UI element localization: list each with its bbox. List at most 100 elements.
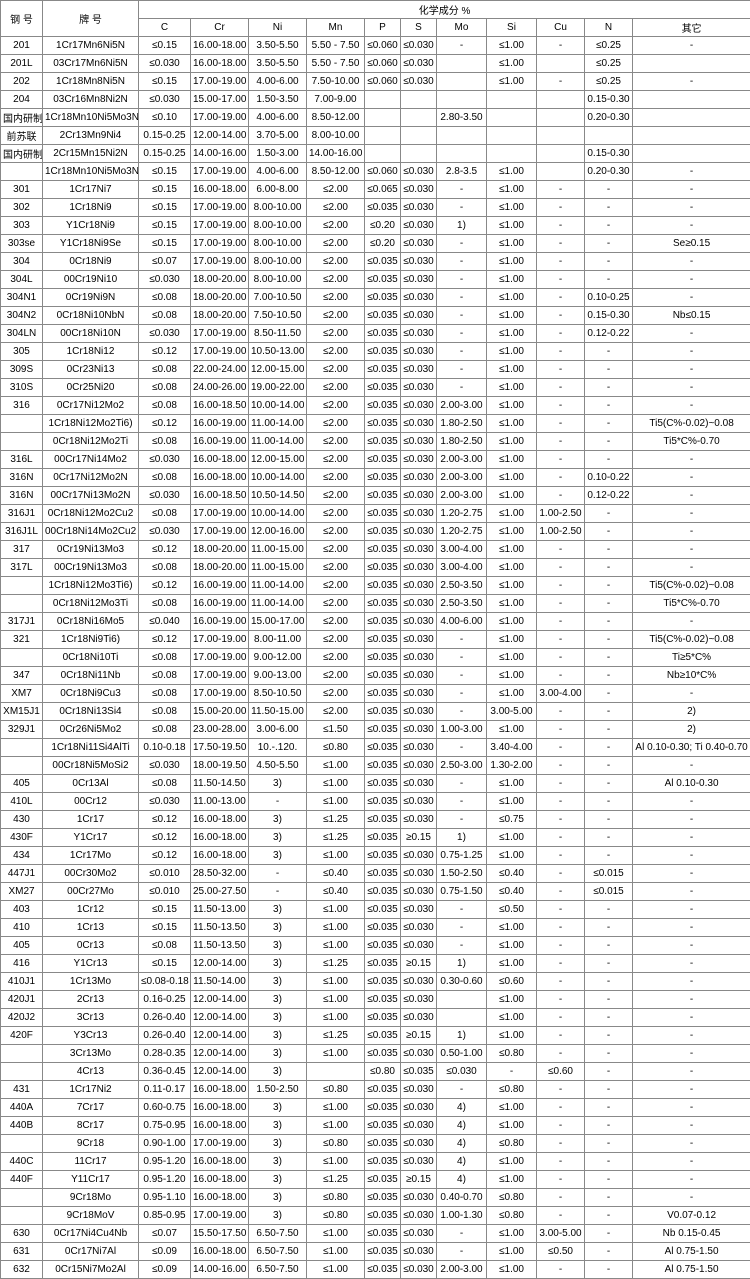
cell: 16.00-18.50 xyxy=(191,487,249,505)
cell: ≤1.00 xyxy=(487,361,537,379)
cell: ≤0.030 xyxy=(401,343,437,361)
cell: ≤0.030 xyxy=(401,883,437,901)
cell: - xyxy=(437,793,487,811)
cell: - xyxy=(585,1009,633,1027)
cell: 00Cr12 xyxy=(43,793,139,811)
cell: ≤0.15 xyxy=(139,235,191,253)
cell: 16.00-18.00 xyxy=(191,1171,249,1189)
cell: - xyxy=(537,757,585,775)
cell: ≤0.07 xyxy=(139,1225,191,1243)
cell: - xyxy=(585,235,633,253)
cell: 3) xyxy=(249,1207,307,1225)
cell: 17.00-19.00 xyxy=(191,253,249,271)
cell: 0.20-0.30 xyxy=(585,163,633,181)
cell: 6.50-7.50 xyxy=(249,1225,307,1243)
cell: - xyxy=(585,217,633,235)
cell: ≤0.08 xyxy=(139,937,191,955)
cell: 632 xyxy=(1,1261,43,1279)
cell: ≤0.80 xyxy=(307,1207,365,1225)
cell: 7.50-10.00 xyxy=(307,73,365,91)
cell xyxy=(537,109,585,127)
cell: ≤0.50 xyxy=(537,1243,585,1261)
cell xyxy=(1,739,43,757)
table-row: 4301Cr17≤0.1216.00-18.003)≤1.25≤0.035≤0.… xyxy=(1,811,750,829)
cell: 10.00-14.00 xyxy=(249,397,307,415)
cell: - xyxy=(585,775,633,793)
cell: ≤0.030 xyxy=(401,505,437,523)
cell: ≤0.035 xyxy=(365,721,401,739)
cell: 3) xyxy=(249,937,307,955)
cell xyxy=(437,91,487,109)
cell: ≤0.80 xyxy=(307,739,365,757)
cell: 18.00-20.00 xyxy=(191,541,249,559)
cell: 17.00-19.00 xyxy=(191,685,249,703)
cell: - xyxy=(633,361,750,379)
cell: - xyxy=(537,361,585,379)
cell: - xyxy=(633,883,750,901)
cell: 03Cr17Mn6Ni5N xyxy=(43,55,139,73)
cell: 420F xyxy=(1,1027,43,1045)
cell: ≤0.08 xyxy=(139,649,191,667)
cell: ≤0.035 xyxy=(365,577,401,595)
cell: 303se xyxy=(1,235,43,253)
cell: - xyxy=(437,775,487,793)
table-row: 3170Cr19Ni13Mo3≤0.1218.00-20.0011.00-15.… xyxy=(1,541,750,559)
cell: Nb≤0.15 xyxy=(633,307,750,325)
cell: ≤0.035 xyxy=(365,955,401,973)
cell: ≤1.00 xyxy=(487,199,537,217)
cell: ≤1.00 xyxy=(487,685,537,703)
cell: 18.00-20.00 xyxy=(191,271,249,289)
cell: ≤0.030 xyxy=(401,433,437,451)
cell: ≤1.00 xyxy=(307,775,365,793)
cell: 304N2 xyxy=(1,307,43,325)
cell: - xyxy=(585,1189,633,1207)
cell xyxy=(537,163,585,181)
cell: 3) xyxy=(249,919,307,937)
cell: ≤0.035 xyxy=(365,865,401,883)
table-row: 420J23Cr130.26-0.4012.00-14.003)≤1.00≤0.… xyxy=(1,1009,750,1027)
cell: ≤2.00 xyxy=(307,505,365,523)
cell: ≤2.00 xyxy=(307,361,365,379)
cell: ≤0.035 xyxy=(365,811,401,829)
cell: 1.20-2.75 xyxy=(437,523,487,541)
cell: 0.30-0.60 xyxy=(437,973,487,991)
cell: - xyxy=(437,271,487,289)
cell: ≤0.035 xyxy=(401,1063,437,1081)
cell: ≤2.00 xyxy=(307,487,365,505)
cell: ≤0.060 xyxy=(365,73,401,91)
cell: 1.80-2.50 xyxy=(437,433,487,451)
cell: ≤0.08 xyxy=(139,595,191,613)
cell: - xyxy=(585,703,633,721)
cell: 1Cr18Ni11Si4AlTi xyxy=(43,739,139,757)
cell: - xyxy=(633,1135,750,1153)
cell: ≤2.00 xyxy=(307,325,365,343)
cell: 2.80-3.50 xyxy=(437,109,487,127)
cell: 4.00-6.00 xyxy=(249,73,307,91)
cell: 17.00-19.00 xyxy=(191,199,249,217)
header-col-10: 其它 xyxy=(633,19,750,37)
cell: ≤0.030 xyxy=(401,397,437,415)
cell: ≤1.25 xyxy=(307,829,365,847)
cell: 8.50-12.00 xyxy=(307,163,365,181)
cell: 202 xyxy=(1,73,43,91)
cell: ≤0.030 xyxy=(401,1081,437,1099)
cell: ≤0.80 xyxy=(487,1189,537,1207)
cell: - xyxy=(437,667,487,685)
cell: ≤0.07 xyxy=(139,253,191,271)
cell xyxy=(537,127,585,145)
cell: 7.50-10.50 xyxy=(249,307,307,325)
cell: ≤1.00 xyxy=(487,721,537,739)
header-col-0: C xyxy=(139,19,191,37)
cell: ≤2.00 xyxy=(307,595,365,613)
cell: ≤0.030 xyxy=(401,721,437,739)
cell: - xyxy=(633,1009,750,1027)
cell: ≤1.00 xyxy=(487,469,537,487)
cell: 19.00-22.00 xyxy=(249,379,307,397)
cell: 0.28-0.35 xyxy=(139,1045,191,1063)
cell: 316N xyxy=(1,469,43,487)
table-row: 3Cr13Mo0.28-0.3512.00-14.003)≤1.00≤0.035… xyxy=(1,1045,750,1063)
table-row: 3051Cr18Ni12≤0.1217.00-19.0010.50-13.00≤… xyxy=(1,343,750,361)
cell: 16.00-18.00 xyxy=(191,1243,249,1261)
cell: - xyxy=(537,397,585,415)
table-row: 3470Cr18Ni11Nb≤0.0817.00-19.009.00-13.00… xyxy=(1,667,750,685)
